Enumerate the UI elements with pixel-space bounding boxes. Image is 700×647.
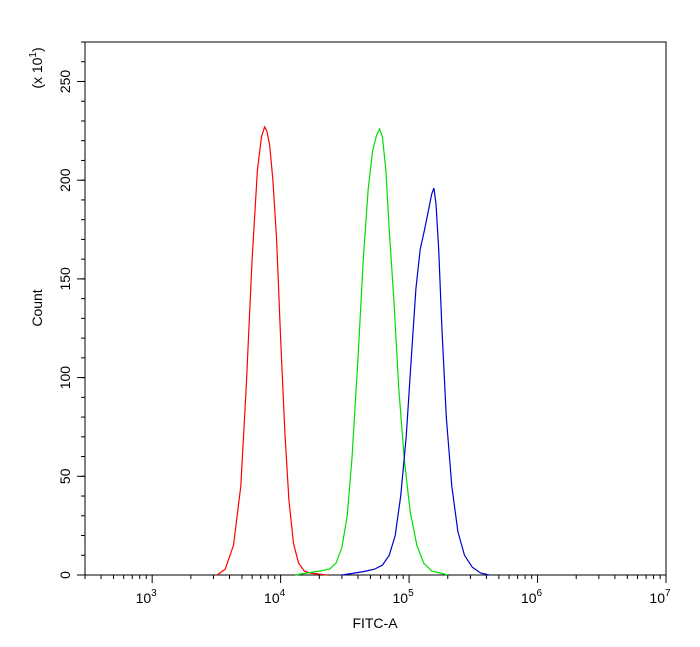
x-axis-title: FITC-A (352, 615, 398, 631)
y-tick-label: 250 (57, 70, 73, 94)
series-line-3 (341, 187, 490, 576)
series-line-2 (295, 127, 448, 576)
y-tick-label: 50 (57, 468, 73, 484)
series-layer (216, 125, 490, 576)
x-axis: 103 104 105 106 107 (84, 575, 671, 606)
y-axis-title: Count (29, 289, 45, 326)
y-tick-label: 100 (57, 366, 73, 390)
series-line-1 (216, 125, 328, 576)
x-tick-label: 103 (136, 588, 158, 606)
x-tick-label: 105 (393, 588, 415, 606)
x-tick-label: 107 (649, 588, 671, 606)
y-tick-label: 200 (57, 168, 73, 192)
y-tick-label: 150 (57, 267, 73, 291)
x-tick-label: 104 (264, 588, 286, 606)
y-tick-label: 0 (57, 571, 73, 579)
plot-frame (84, 41, 667, 576)
y-multiplier-label: (x 101) (28, 47, 45, 88)
y-axis: 0 50 100 150 200 250 (57, 41, 85, 579)
x-tick-label: 106 (521, 588, 543, 606)
